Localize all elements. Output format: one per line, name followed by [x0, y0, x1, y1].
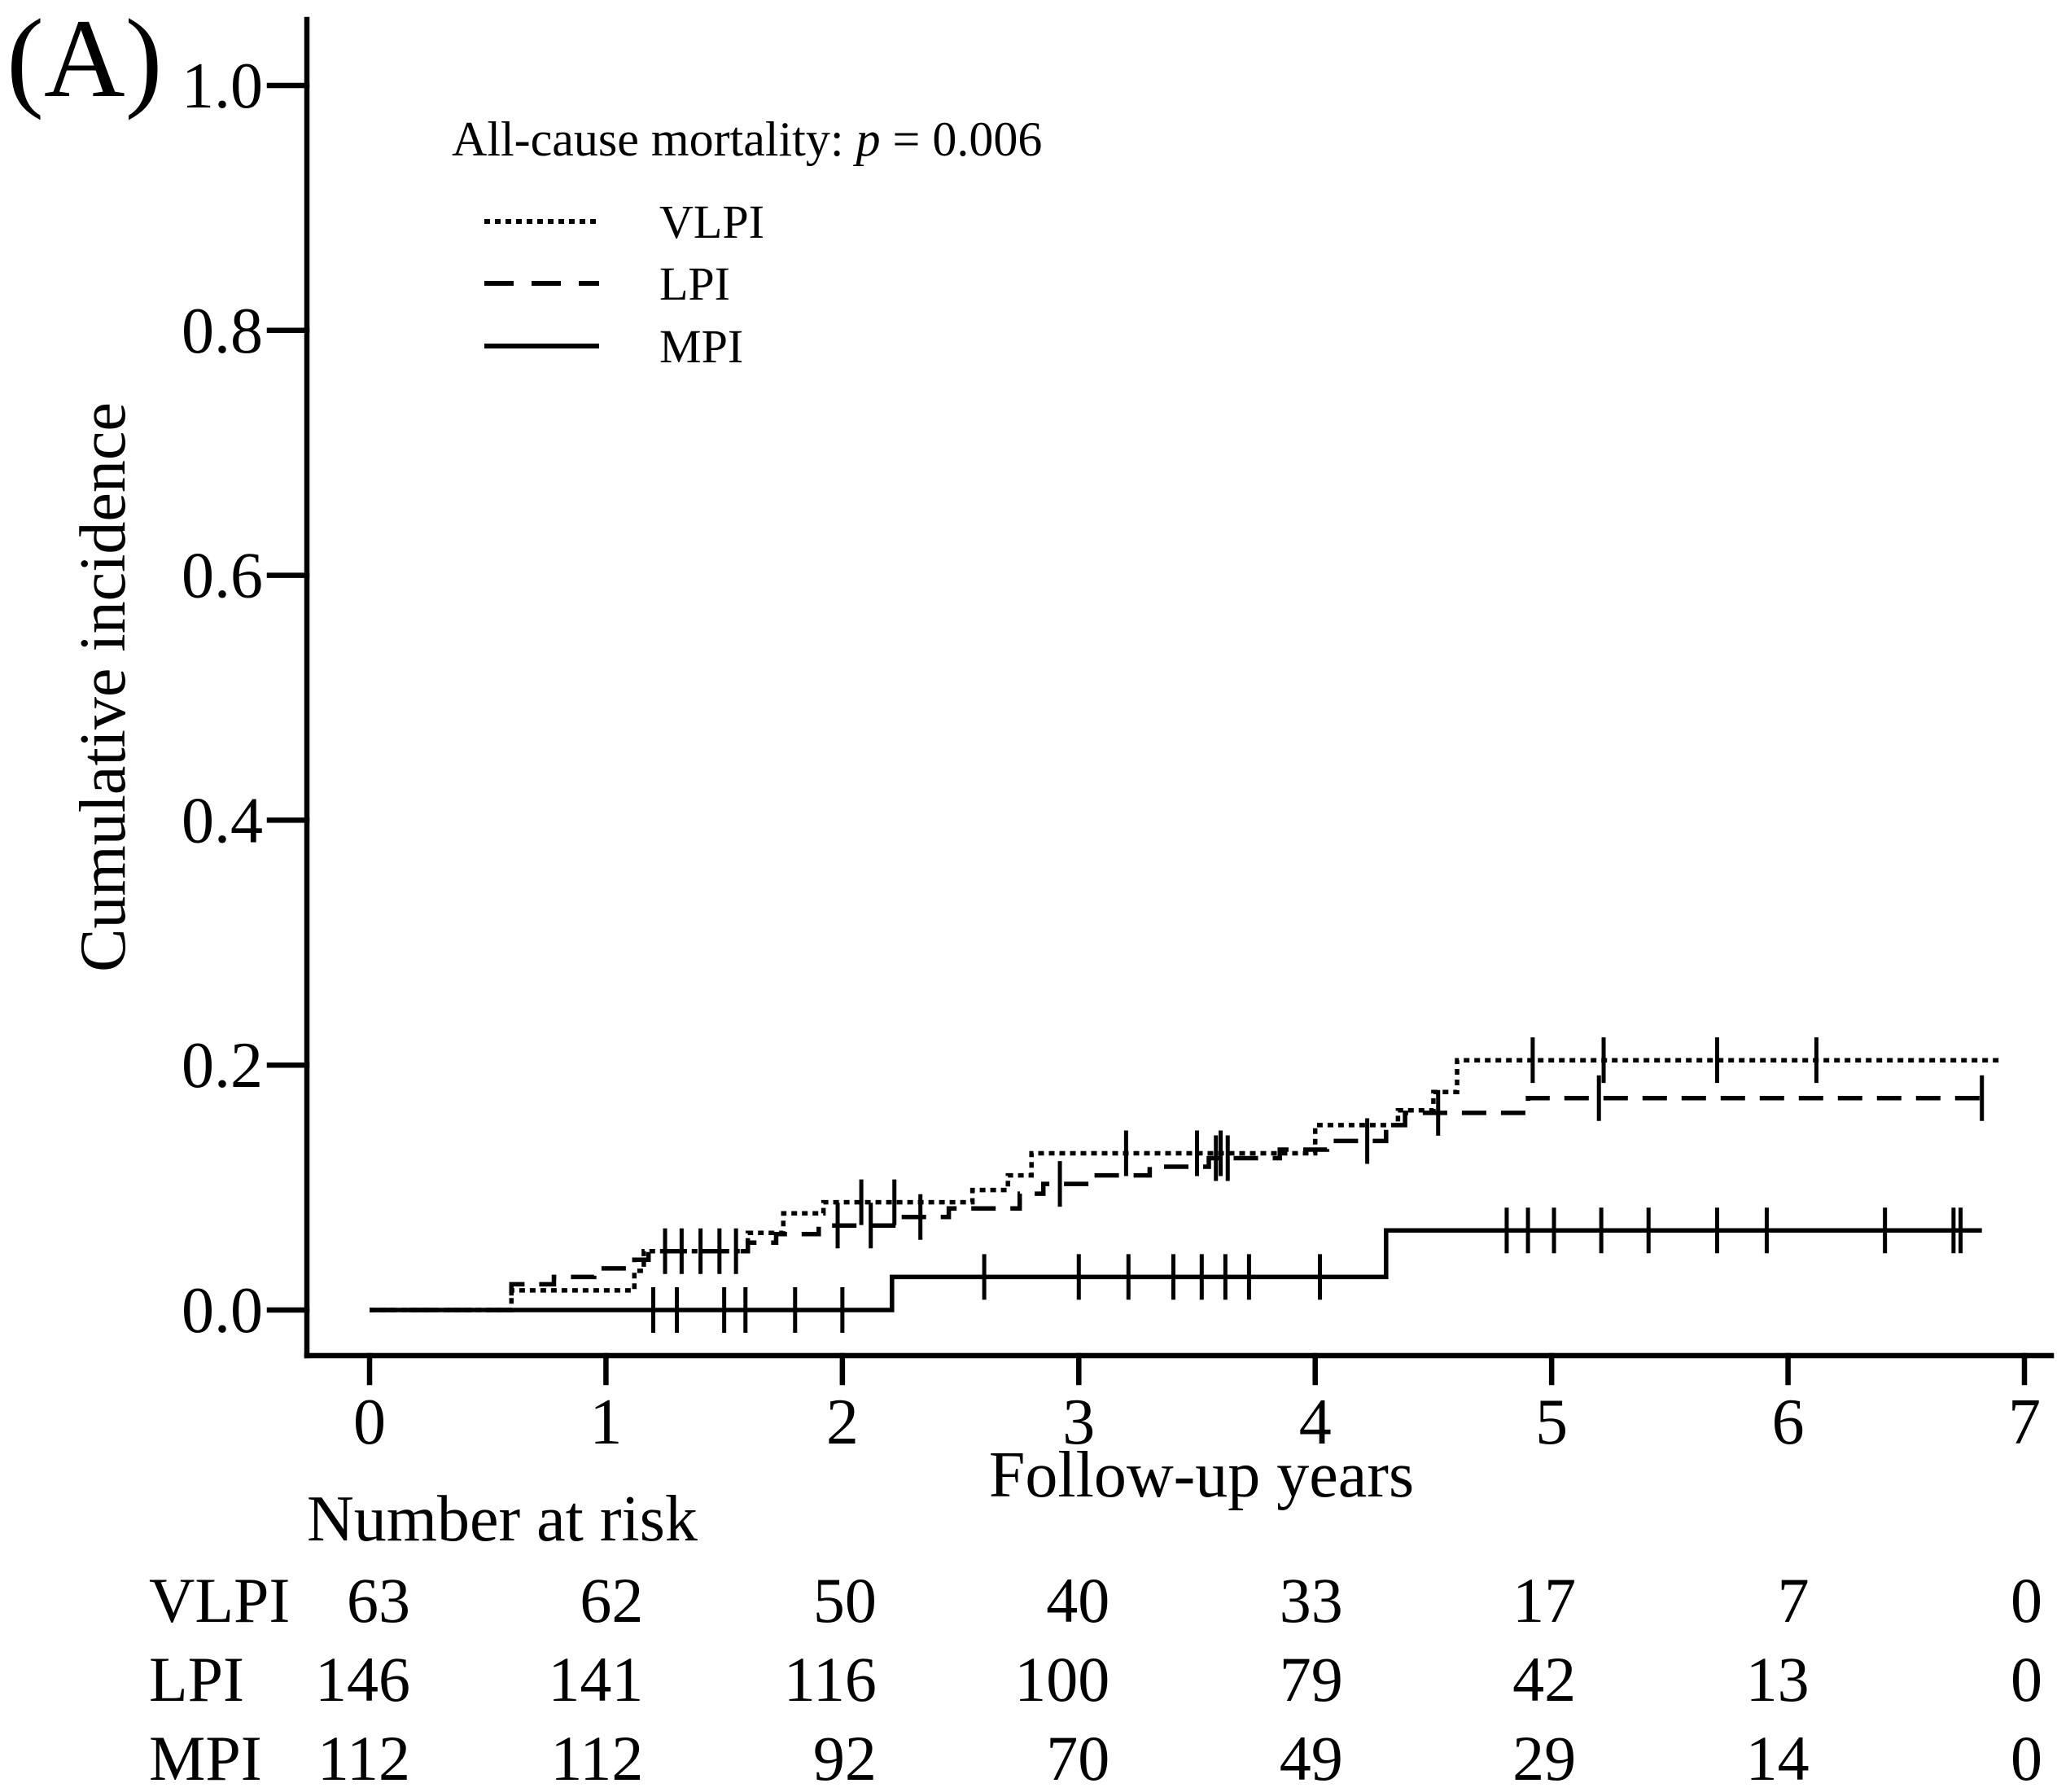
- risk-value: 29: [1512, 1723, 1576, 1792]
- plot-area: [370, 1037, 2001, 1333]
- risk-value: 40: [1046, 1565, 1109, 1636]
- risk-value: 100: [1014, 1644, 1109, 1715]
- y-tick-label: 0.4: [182, 785, 263, 857]
- risk-value: 50: [813, 1565, 877, 1636]
- axes: 0.0 0.2 0.4 0.6 0.8 1.0 0 1 2 3 4 5 6 7: [182, 16, 2055, 1458]
- risk-value: 42: [1512, 1644, 1576, 1715]
- x-axis-label: Follow-up years: [989, 1439, 1414, 1511]
- risk-value: 0: [2011, 1723, 2042, 1792]
- risk-value: 92: [813, 1723, 877, 1792]
- risk-value: 49: [1280, 1723, 1343, 1792]
- legend-title-text: All-cause mortality:: [452, 112, 856, 166]
- risk-table-title: Number at risk: [307, 1483, 698, 1555]
- y-tick-label: 0.0: [182, 1275, 263, 1347]
- risk-value: 112: [317, 1723, 410, 1792]
- y-tick-label: 0.2: [182, 1030, 263, 1102]
- legend-title-value: = 0.006: [881, 112, 1043, 166]
- x-tick-label: 0: [353, 1387, 386, 1458]
- risk-value: 13: [1746, 1644, 1810, 1715]
- legend-title-stat: p: [853, 112, 881, 166]
- risk-value: 33: [1280, 1565, 1343, 1636]
- x-tick-label: 4: [1299, 1387, 1332, 1458]
- x-tick-label: 6: [1772, 1387, 1805, 1458]
- y-tick-label: 0.8: [182, 296, 263, 367]
- x-tick-label: 3: [1062, 1387, 1095, 1458]
- risk-value: 79: [1280, 1644, 1343, 1715]
- series-line-lpi: [370, 1096, 1989, 1312]
- risk-value: 7: [1778, 1565, 1810, 1636]
- risk-row-lpi: LPI 146 141 116 100 79 42 13 0: [149, 1644, 2042, 1715]
- x-tick-label: 1: [589, 1387, 622, 1458]
- y-axis-label: Cumulative incidence: [68, 402, 139, 972]
- x-tick-label: 2: [826, 1387, 859, 1458]
- legend-label-vlpi: VLPI: [659, 195, 764, 248]
- series-vlpi: [370, 1037, 2001, 1312]
- risk-row-label: VLPI: [149, 1565, 290, 1636]
- risk-value: 146: [315, 1644, 410, 1715]
- series-line-mpi: [370, 1228, 1982, 1312]
- risk-value: 112: [550, 1723, 643, 1792]
- panel-label: (A): [7, 0, 163, 120]
- risk-value: 116: [784, 1644, 877, 1715]
- legend-label-lpi: LPI: [659, 257, 730, 310]
- legend-label-mpi: MPI: [659, 320, 743, 373]
- risk-value: 0: [2011, 1644, 2042, 1715]
- risk-row-mpi: MPI 112 112 92 70 49 29 14 0: [149, 1723, 2042, 1792]
- risk-value: 141: [548, 1644, 643, 1715]
- risk-value: 63: [347, 1565, 410, 1636]
- series-lpi: [370, 1075, 1989, 1312]
- legend: All-cause mortality: p = 0.006 VLPI LPI MP…: [452, 112, 1042, 373]
- x-tick-label: 7: [2008, 1387, 2041, 1458]
- risk-value: 14: [1746, 1723, 1810, 1792]
- risk-value: 62: [580, 1565, 643, 1636]
- legend-title: All-cause mortality: p = 0.006: [452, 112, 1042, 166]
- y-tick-label: 1.0: [182, 50, 263, 122]
- risk-row-vlpi: VLPI 63 62 50 40 33 17 7 0: [149, 1565, 2042, 1636]
- risk-value: 70: [1046, 1723, 1109, 1792]
- risk-row-label: MPI: [149, 1723, 262, 1792]
- risk-row-label: LPI: [149, 1644, 244, 1715]
- y-tick-label: 0.6: [182, 541, 263, 612]
- series-line-vlpi: [370, 1058, 2001, 1312]
- risk-value: 17: [1512, 1565, 1576, 1636]
- x-tick-label: 5: [1535, 1387, 1568, 1458]
- risk-value: 0: [2011, 1565, 2042, 1636]
- series-mpi: [370, 1207, 1982, 1333]
